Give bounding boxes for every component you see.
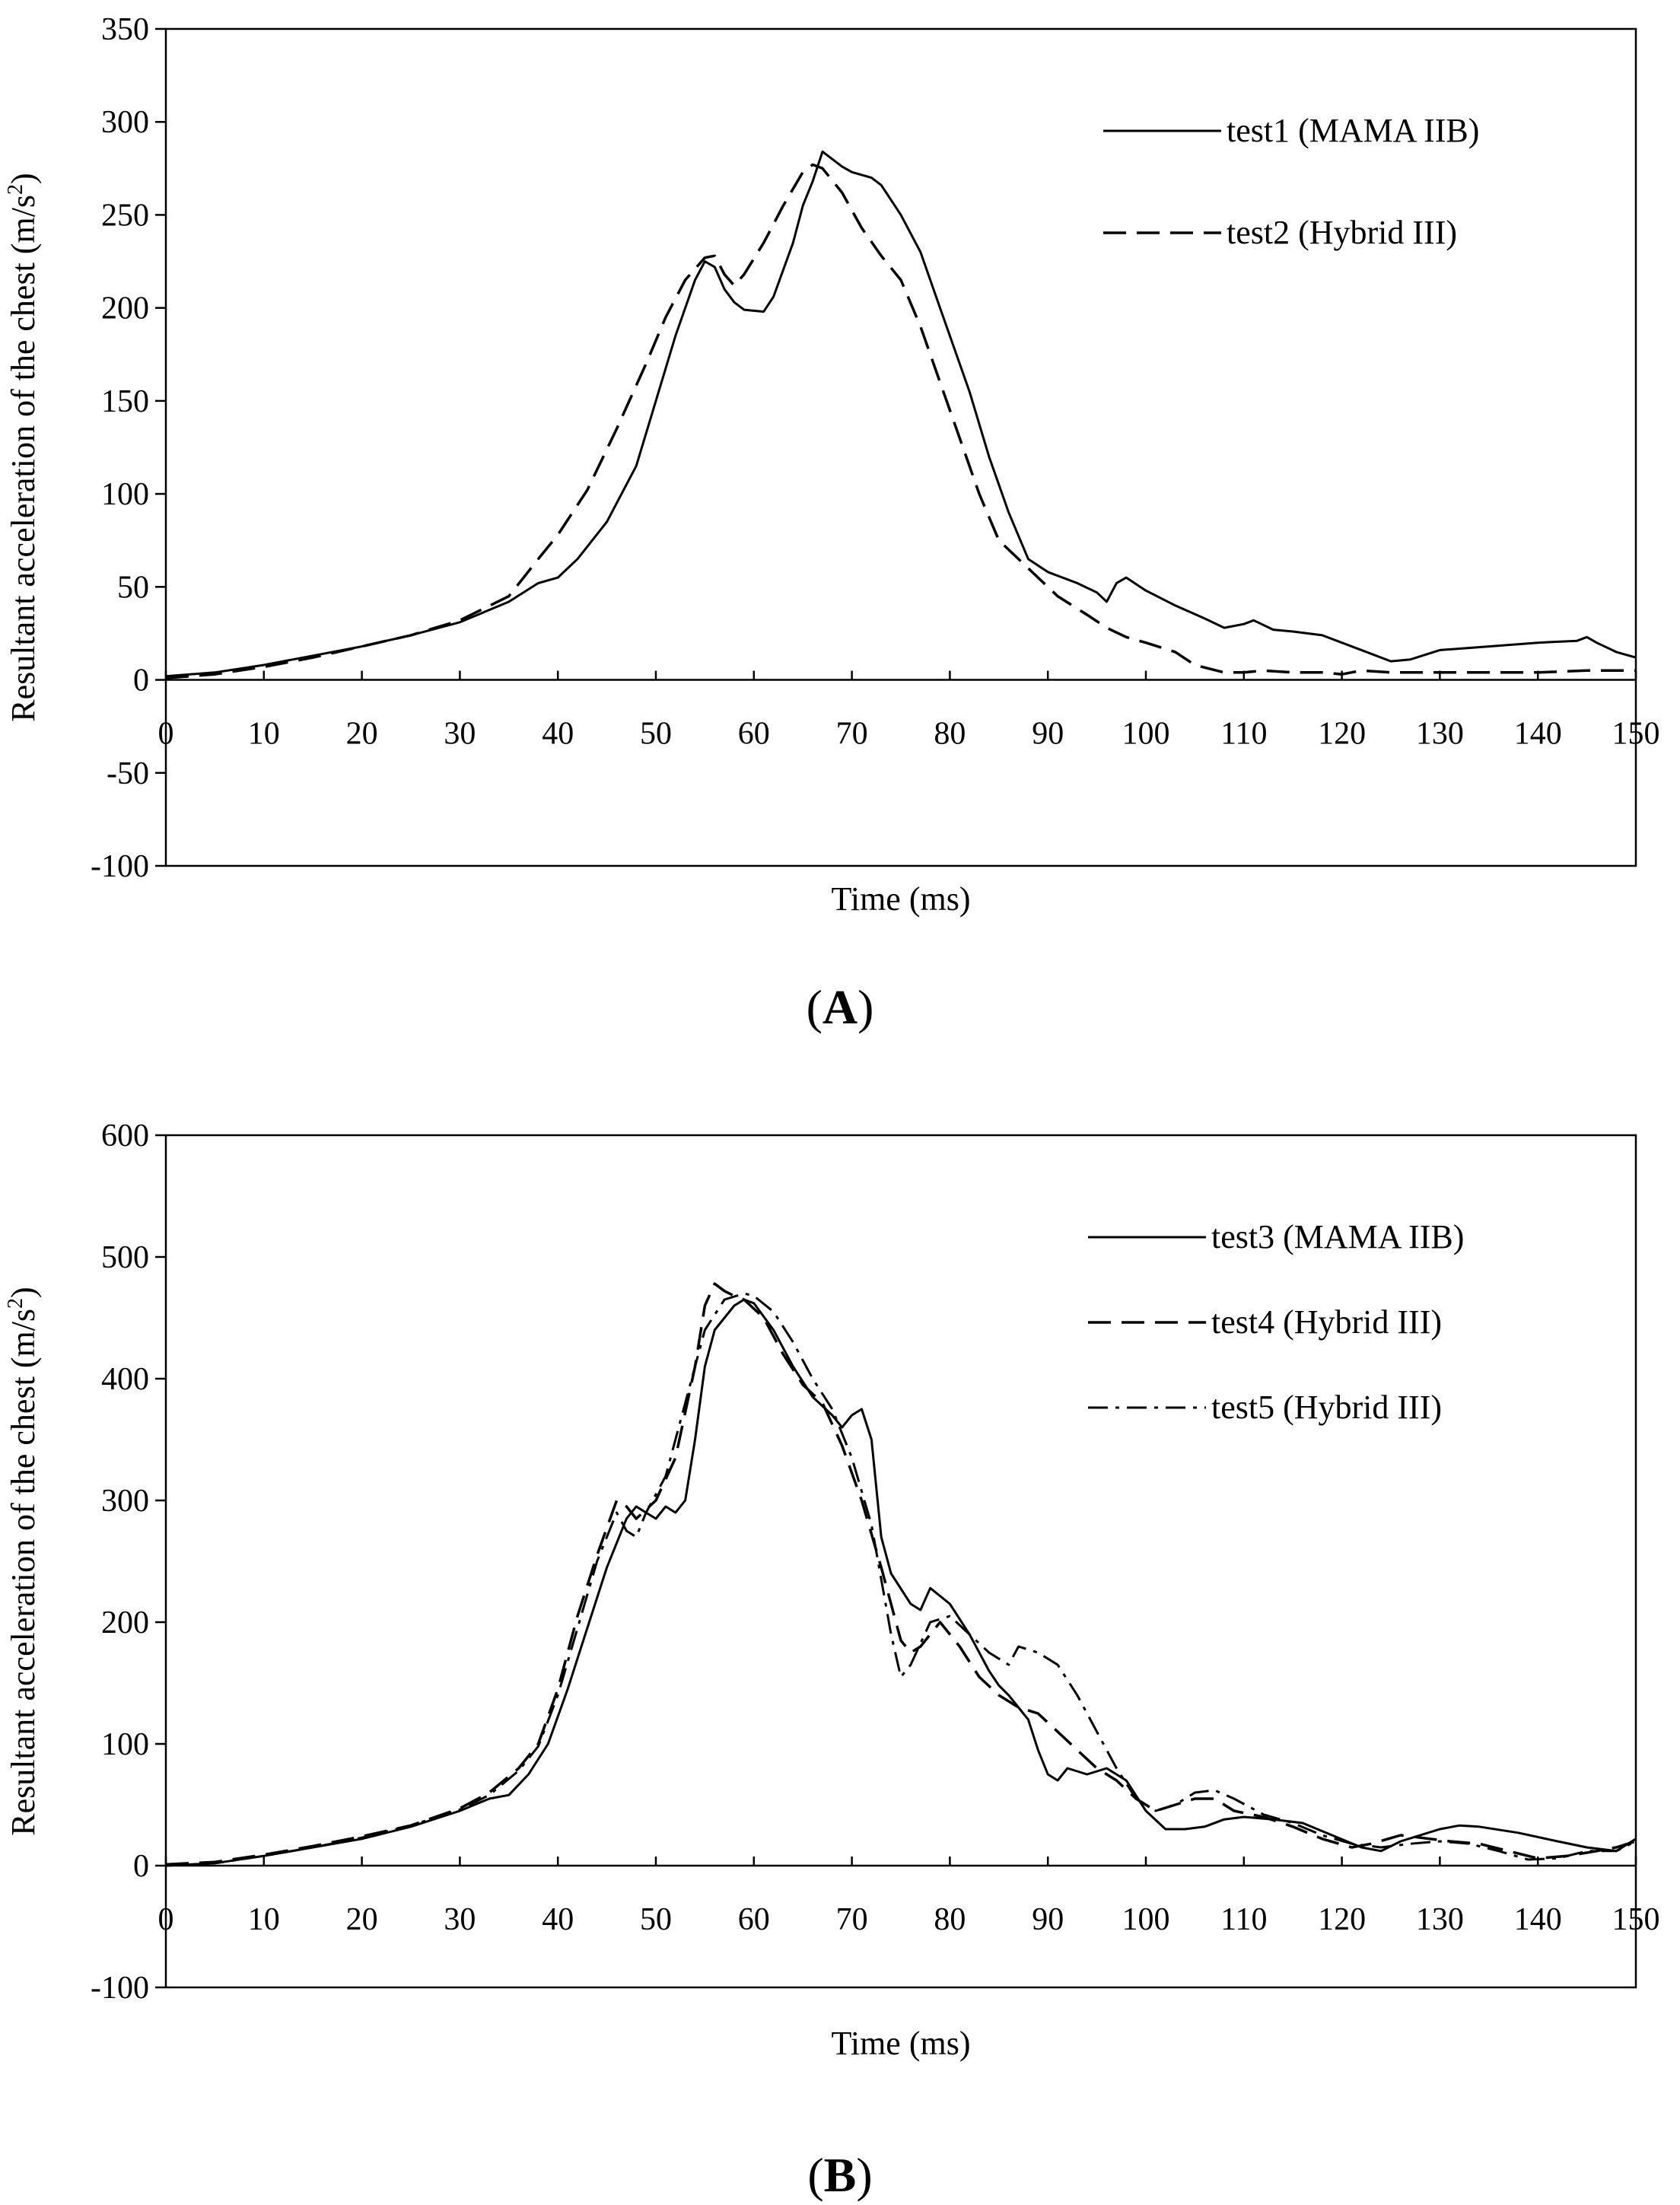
x-tick-label: 10 (248, 1902, 280, 1937)
x-tick-label: 120 (1318, 717, 1366, 752)
series-line-test3 (165, 1298, 1637, 1867)
x-tick-label: 0 (158, 1902, 174, 1937)
legend-label-test3: test3 (MAMA IIB) (1211, 1218, 1464, 1255)
x-tick-label: 90 (1032, 717, 1064, 752)
series-lines-a (165, 150, 1637, 679)
x-tick-label: 100 (1122, 717, 1170, 752)
series-line-test5 (165, 1292, 1637, 1867)
plot-area-b (164, 1134, 1637, 1989)
x-tick-label: 0 (158, 717, 174, 752)
series-line-test2 (165, 163, 1636, 679)
x-tick-label: 90 (1032, 1902, 1064, 1937)
x-axis-label-b: Time (ms) (832, 2025, 971, 2062)
y-tick-label: 200 (101, 291, 149, 326)
x-tick-label: 100 (1122, 1902, 1170, 1937)
legend-b: test3 (MAMA IIB) test4 (Hybrid III) test… (1088, 1218, 1464, 1426)
y-axis-ticks-a: -100 -50 0 50 100 150 200 250 300 350 (91, 12, 166, 884)
x-tick-label: 110 (1220, 1902, 1267, 1937)
x-tick-label: 80 (934, 1902, 966, 1937)
panel-label-a: (A) (807, 980, 874, 1034)
x-axis-label-a: Time (ms) (832, 880, 971, 918)
y-tick-label: 400 (101, 1362, 149, 1397)
x-tick-label: 40 (542, 717, 574, 752)
x-tick-label: 20 (346, 717, 378, 752)
x-axis-ticks-a: 0 10 20 30 40 50 60 70 80 90 100 110 120 130 140 150 (158, 670, 1660, 752)
legend-a: test1 (MAMA IIB) test2 (Hybrid III) (1103, 112, 1479, 251)
x-tick-label: 150 (1612, 1902, 1660, 1937)
y-tick-label: 100 (101, 477, 149, 512)
chart-panel-b: -100 0 100 200 300 400 500 600 0 10 20 30 40 50 60 70 8… (4, 1118, 1660, 2202)
legend-label-test1: test1 (MAMA IIB) (1227, 112, 1479, 149)
y-tick-label: 50 (117, 570, 149, 605)
y-tick-label: 300 (101, 105, 149, 140)
y-tick-label: -50 (107, 756, 149, 791)
x-tick-label: 140 (1514, 1902, 1562, 1937)
x-tick-label: 10 (248, 717, 280, 752)
y-tick-label: 0 (133, 663, 149, 698)
x-tick-label: 120 (1318, 1902, 1366, 1937)
x-tick-label: 130 (1416, 717, 1464, 752)
y-tick-label: 500 (101, 1240, 149, 1275)
x-tick-label: 130 (1416, 1902, 1464, 1937)
x-tick-label: 50 (640, 1902, 672, 1937)
y-tick-label: 350 (101, 12, 149, 47)
y-tick-label: 600 (101, 1118, 149, 1153)
x-tick-label: 20 (346, 1902, 378, 1937)
y-tick-label: 200 (101, 1605, 149, 1640)
x-tick-label: 60 (738, 717, 770, 752)
y-tick-label: 0 (133, 1849, 149, 1884)
y-axis-label-b: Resultant acceleration of the chest (m/s… (4, 1287, 42, 1835)
y-tick-label: 150 (101, 384, 149, 419)
plot-area-a (164, 27, 1637, 867)
series-line-test1 (165, 150, 1637, 678)
legend-label-test5: test5 (Hybrid III) (1211, 1389, 1442, 1426)
x-tick-label: 30 (444, 1902, 476, 1937)
panel-label-b: (B) (807, 2148, 872, 2202)
y-tick-label: 100 (101, 1727, 149, 1762)
y-tick-label: -100 (91, 1971, 149, 2006)
x-tick-label: 40 (542, 1902, 574, 1937)
y-tick-label: 250 (101, 198, 149, 233)
x-tick-label: 70 (836, 717, 868, 752)
x-tick-label: 50 (640, 717, 672, 752)
y-axis-label-a: Resultant acceleration of the chest (m/s… (4, 173, 42, 721)
y-tick-label: 300 (101, 1484, 149, 1519)
x-tick-label: 140 (1514, 717, 1562, 752)
x-tick-label: 110 (1220, 717, 1267, 752)
legend-label-test2: test2 (Hybrid III) (1227, 214, 1457, 251)
legend-label-test4: test4 (Hybrid III) (1211, 1303, 1442, 1341)
x-tick-label: 70 (836, 1902, 868, 1937)
y-axis-ticks-b: -100 0 100 200 300 400 500 600 (91, 1118, 166, 2006)
x-axis-ticks-b: 0 10 20 30 40 50 60 70 80 90 100 110 120 130 140 150 (158, 1857, 1660, 1937)
x-tick-label: 30 (444, 717, 476, 752)
x-tick-label: 80 (934, 717, 966, 752)
series-lines-b (165, 1282, 1637, 1867)
y-tick-label: -100 (91, 849, 149, 884)
chart-panel-a: -100 -50 0 50 100 150 200 250 300 350 0 10 20 30 40 50… (4, 12, 1660, 1034)
series-line-test4 (165, 1282, 1637, 1866)
x-tick-label: 60 (738, 1902, 770, 1937)
x-tick-label: 150 (1612, 717, 1660, 752)
